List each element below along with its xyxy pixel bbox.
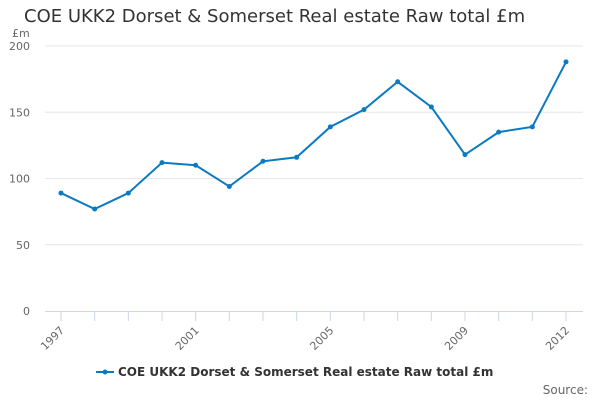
- data-point: [428, 104, 434, 110]
- y-tick-label: 150: [9, 106, 30, 119]
- data-point: [563, 59, 569, 65]
- data-point: [92, 206, 98, 212]
- x-tick-label: 2001: [173, 324, 202, 353]
- chart-title: COE UKK2 Dorset & Somerset Real estate R…: [24, 6, 526, 27]
- data-point: [294, 154, 300, 160]
- data-point: [125, 190, 131, 196]
- series-line: [60, 61, 567, 211]
- data-point: [226, 183, 232, 189]
- data-point: [361, 107, 367, 113]
- data-point: [529, 124, 535, 130]
- legend-line-icon: [96, 369, 114, 375]
- y-tick-label: 100: [9, 173, 30, 186]
- y-axis-unit: £m: [12, 27, 30, 40]
- data-point: [260, 158, 266, 164]
- plot-area: 0 50 100 150 200 1997 2001 2005 2009 2012: [9, 40, 583, 353]
- data-point: [462, 152, 468, 158]
- y-tick-label: 0: [23, 305, 30, 318]
- data-point: [327, 124, 333, 130]
- x-tick-label: 2009: [442, 324, 471, 353]
- legend[interactable]: COE UKK2 Dorset & Somerset Real estate R…: [96, 365, 493, 379]
- legend-label: COE UKK2 Dorset & Somerset Real estate R…: [118, 365, 494, 379]
- data-point: [58, 190, 64, 196]
- source-label: Source:: [542, 383, 588, 397]
- data-point: [395, 79, 401, 85]
- x-tick-label: 2012: [543, 324, 572, 353]
- data-point: [159, 160, 165, 166]
- data-point: [193, 162, 199, 168]
- x-tick-label: 1997: [38, 324, 67, 353]
- x-tick-label: 2005: [307, 324, 336, 353]
- y-tick-label: 50: [16, 239, 30, 252]
- data-point: [496, 129, 502, 135]
- y-tick-label: 200: [9, 40, 30, 53]
